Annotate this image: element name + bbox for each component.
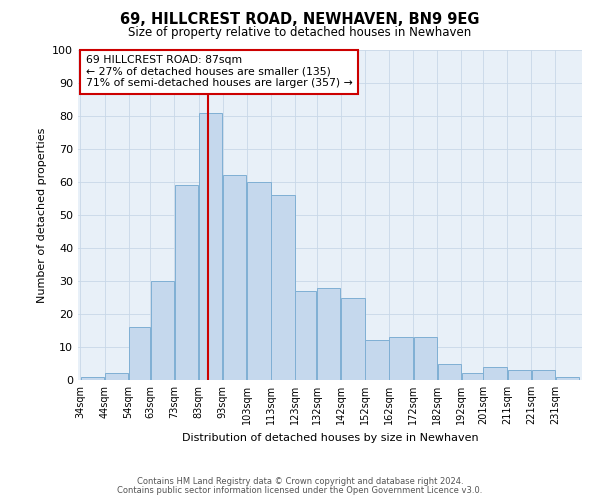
Bar	[484, 367, 507, 380]
Text: 69 HILLCREST ROAD: 87sqm
← 27% of detached houses are smaller (135)
71% of semi-: 69 HILLCREST ROAD: 87sqm ← 27% of detach…	[86, 55, 352, 88]
X-axis label: Distribution of detached houses by size in Newhaven: Distribution of detached houses by size …	[182, 432, 478, 442]
Bar	[341, 298, 365, 380]
Bar	[175, 186, 198, 380]
Bar	[81, 376, 104, 380]
Bar	[223, 176, 247, 380]
Text: 69, HILLCREST ROAD, NEWHAVEN, BN9 9EG: 69, HILLCREST ROAD, NEWHAVEN, BN9 9EG	[120, 12, 480, 28]
Bar	[105, 374, 128, 380]
Bar	[271, 195, 295, 380]
Bar	[129, 327, 150, 380]
Bar	[508, 370, 531, 380]
Text: Contains HM Land Registry data © Crown copyright and database right 2024.: Contains HM Land Registry data © Crown c…	[137, 477, 463, 486]
Bar	[151, 281, 174, 380]
Bar	[295, 291, 316, 380]
Bar	[556, 376, 579, 380]
Y-axis label: Number of detached properties: Number of detached properties	[37, 128, 47, 302]
Bar	[317, 288, 340, 380]
Bar	[413, 337, 437, 380]
Bar	[365, 340, 389, 380]
Text: Contains public sector information licensed under the Open Government Licence v3: Contains public sector information licen…	[118, 486, 482, 495]
Bar	[532, 370, 555, 380]
Bar	[199, 112, 223, 380]
Text: Size of property relative to detached houses in Newhaven: Size of property relative to detached ho…	[128, 26, 472, 39]
Bar	[437, 364, 461, 380]
Bar	[389, 337, 413, 380]
Bar	[462, 374, 483, 380]
Bar	[247, 182, 271, 380]
